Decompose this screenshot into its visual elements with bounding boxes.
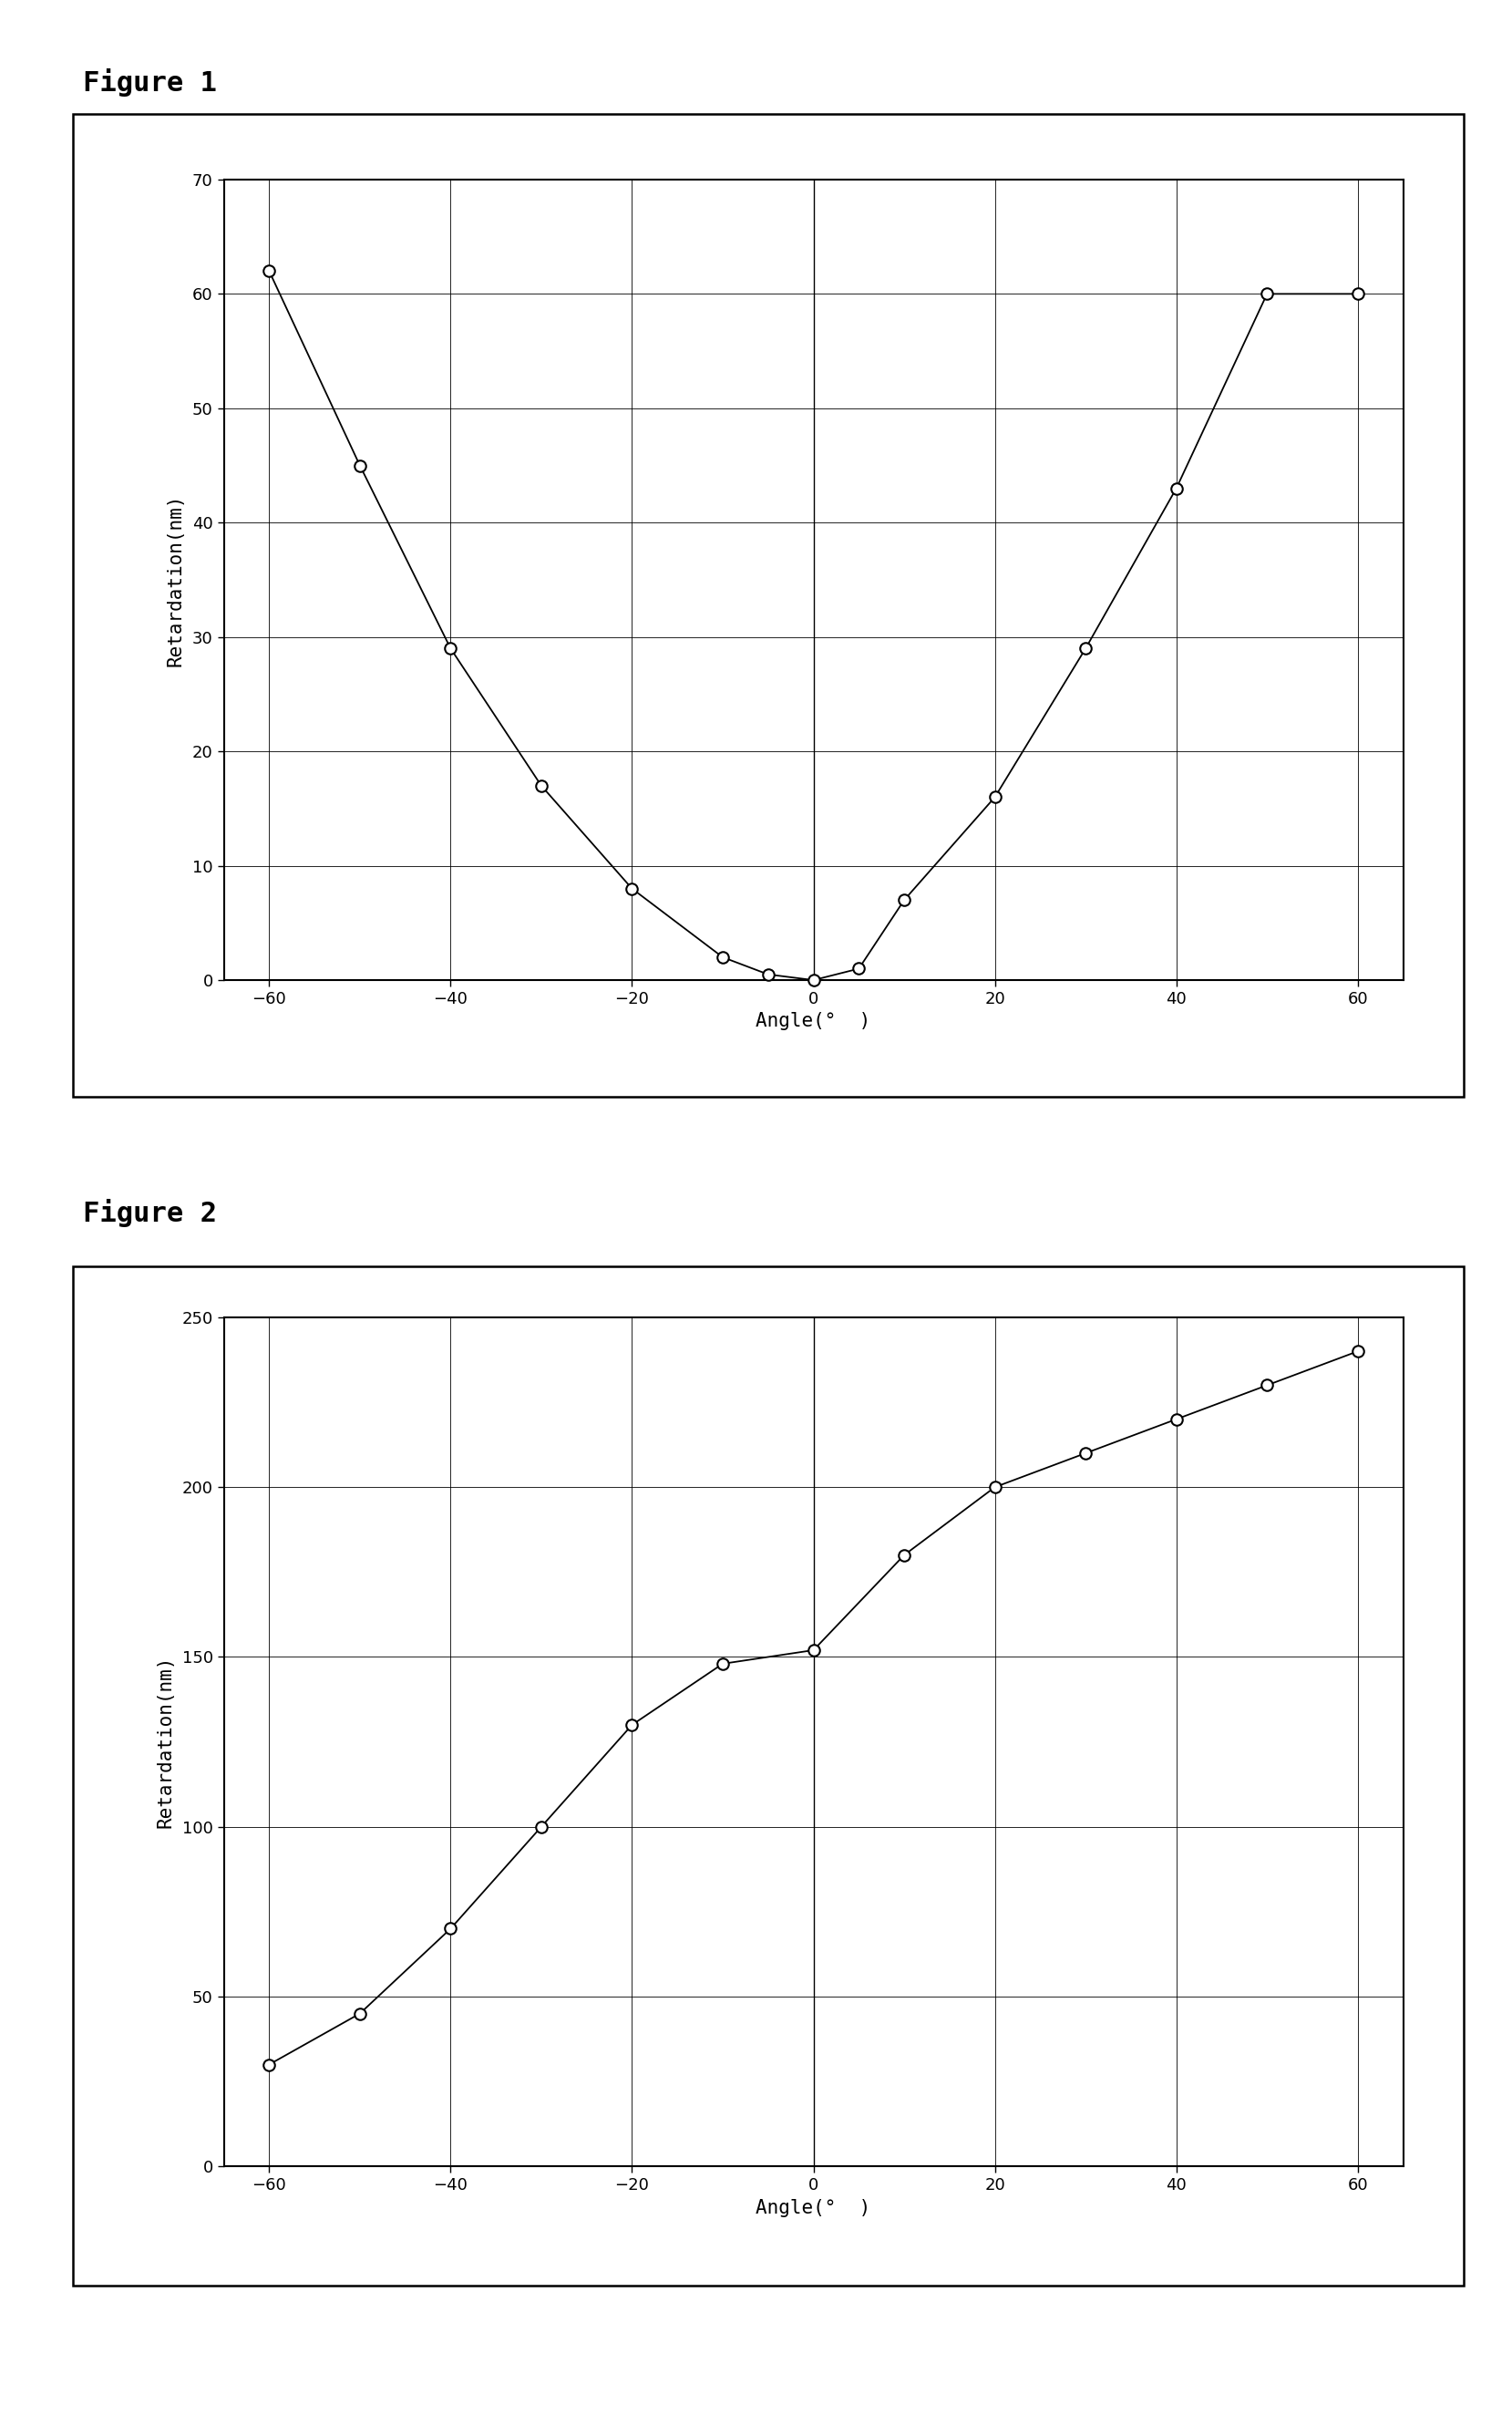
Text: Figure 1: Figure 1 — [83, 68, 218, 97]
Y-axis label: Retardation(nm): Retardation(nm) — [166, 492, 184, 667]
Y-axis label: Retardation(nm): Retardation(nm) — [156, 1655, 174, 1829]
Text: Figure 2: Figure 2 — [83, 1198, 218, 1228]
X-axis label: Angle(°  ): Angle(° ) — [756, 1012, 871, 1031]
X-axis label: Angle(°  ): Angle(° ) — [756, 2198, 871, 2217]
